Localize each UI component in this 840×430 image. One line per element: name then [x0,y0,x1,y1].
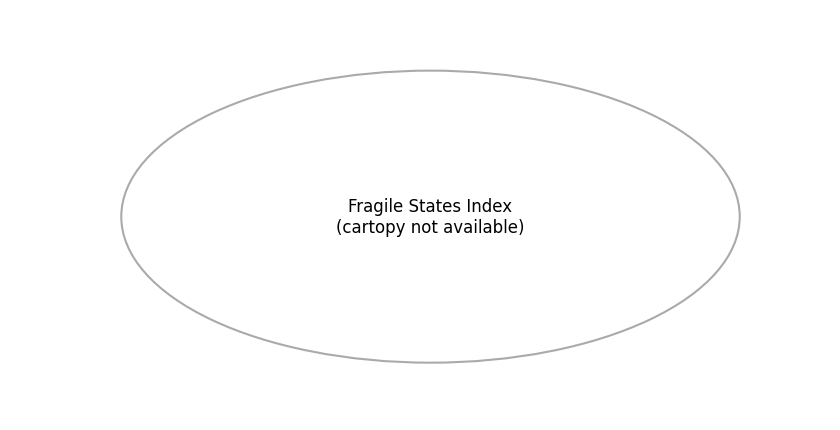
Text: Fragile States Index
(cartopy not available): Fragile States Index (cartopy not availa… [336,198,525,237]
Ellipse shape [121,71,740,363]
